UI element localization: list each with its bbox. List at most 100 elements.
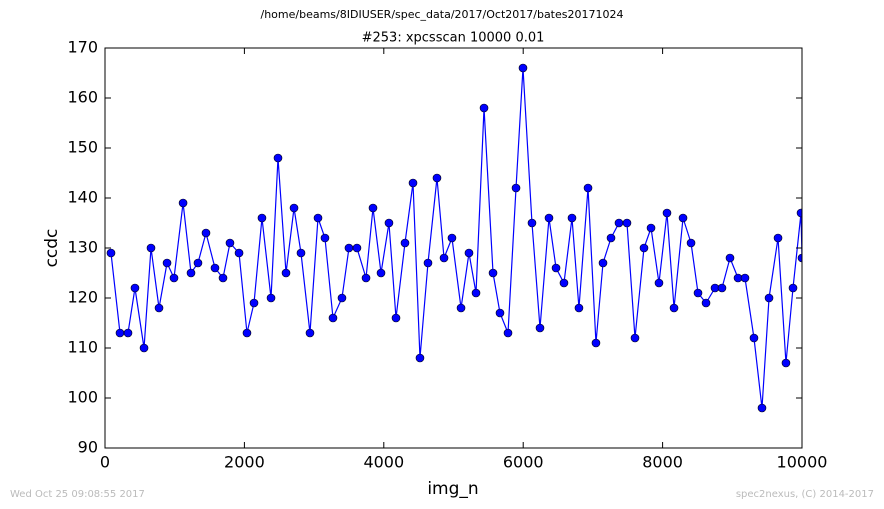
y-tick-label: 170 xyxy=(67,38,98,57)
data-point xyxy=(193,258,203,268)
data-point xyxy=(154,303,164,313)
data-point xyxy=(289,203,299,213)
y-axis-label: ccdc xyxy=(42,229,62,268)
data-point xyxy=(123,328,133,338)
data-point xyxy=(503,328,513,338)
data-point xyxy=(218,273,228,283)
data-point xyxy=(384,218,394,228)
y-tick-label: 140 xyxy=(67,188,98,207)
x-tick-label: 8000 xyxy=(642,453,683,472)
y-tick-label: 90 xyxy=(78,438,98,457)
data-point xyxy=(266,293,276,303)
data-point xyxy=(757,403,767,413)
data-point xyxy=(535,323,545,333)
data-point xyxy=(527,218,537,228)
data-point xyxy=(281,268,291,278)
data-point xyxy=(146,243,156,253)
data-point xyxy=(361,273,371,283)
data-point xyxy=(328,313,338,323)
data-point xyxy=(583,183,593,193)
data-point xyxy=(693,288,703,298)
data-point xyxy=(669,303,679,313)
data-point xyxy=(614,218,624,228)
data-point xyxy=(630,333,640,343)
data-point xyxy=(305,328,315,338)
data-point xyxy=(686,238,696,248)
data-point xyxy=(432,173,442,183)
x-tick-label: 6000 xyxy=(503,453,544,472)
data-point xyxy=(296,248,306,258)
data-point xyxy=(352,243,362,253)
x-tick-label: 0 xyxy=(100,453,110,472)
data-point xyxy=(423,258,433,268)
y-tick-label: 130 xyxy=(67,238,98,257)
data-point xyxy=(313,213,323,223)
data-point xyxy=(178,198,188,208)
data-point xyxy=(249,298,259,308)
y-tick-label: 150 xyxy=(67,138,98,157)
data-point xyxy=(662,208,672,218)
data-point xyxy=(488,268,498,278)
data-point xyxy=(106,248,116,258)
data-point xyxy=(257,213,267,223)
data-point xyxy=(234,248,244,258)
data-point xyxy=(320,233,330,243)
data-point xyxy=(225,238,235,248)
data-point xyxy=(797,253,802,263)
data-point xyxy=(368,203,378,213)
data-point xyxy=(518,63,528,73)
data-point xyxy=(391,313,401,323)
data-point xyxy=(749,333,759,343)
data-point xyxy=(701,298,711,308)
data-point xyxy=(400,238,410,248)
data-point xyxy=(162,258,172,268)
data-point xyxy=(717,283,727,293)
x-axis-label: img_n xyxy=(427,479,478,499)
data-point xyxy=(495,308,505,318)
y-tick-label: 100 xyxy=(67,388,98,407)
data-point xyxy=(511,183,521,193)
data-point xyxy=(740,273,750,283)
data-point xyxy=(139,343,149,353)
data-point xyxy=(464,248,474,258)
x-tick-label: 10000 xyxy=(777,453,828,472)
data-point xyxy=(725,253,735,263)
data-point xyxy=(639,243,649,253)
data-point xyxy=(567,213,577,223)
data-point xyxy=(471,288,481,298)
timestamp: Wed Oct 25 09:08:55 2017 xyxy=(10,489,145,500)
y-tick-label: 160 xyxy=(67,88,98,107)
data-point xyxy=(186,268,196,278)
data-point xyxy=(130,283,140,293)
data-point xyxy=(622,218,632,228)
data-point xyxy=(447,233,457,243)
data-point xyxy=(598,258,608,268)
data-point xyxy=(273,153,283,163)
y-tick-label: 120 xyxy=(67,288,98,307)
data-point xyxy=(788,283,798,293)
y-tick-label: 110 xyxy=(67,338,98,357)
data-point xyxy=(201,228,211,238)
suptitle: /home/beams/8IDIUSER/spec_data/2017/Oct2… xyxy=(261,8,624,21)
plot-area xyxy=(106,63,802,413)
data-point xyxy=(574,303,584,313)
data-point xyxy=(764,293,774,303)
x-tick-label: 2000 xyxy=(224,453,265,472)
data-point xyxy=(344,243,354,253)
data-point xyxy=(115,328,125,338)
data-point xyxy=(773,233,783,243)
data-point xyxy=(408,178,418,188)
chart-title: #253: xpcsscan 10000 0.01 xyxy=(362,31,545,46)
x-tick-label: 4000 xyxy=(363,453,404,472)
data-point xyxy=(551,263,561,273)
data-point xyxy=(606,233,616,243)
data-point xyxy=(654,278,664,288)
data-point xyxy=(415,353,425,363)
data-point xyxy=(242,328,252,338)
credit: spec2nexus, (C) 2014-2017 xyxy=(736,489,874,500)
data-point xyxy=(169,273,179,283)
data-point xyxy=(439,253,449,263)
data-point xyxy=(544,213,554,223)
data-point xyxy=(337,293,347,303)
